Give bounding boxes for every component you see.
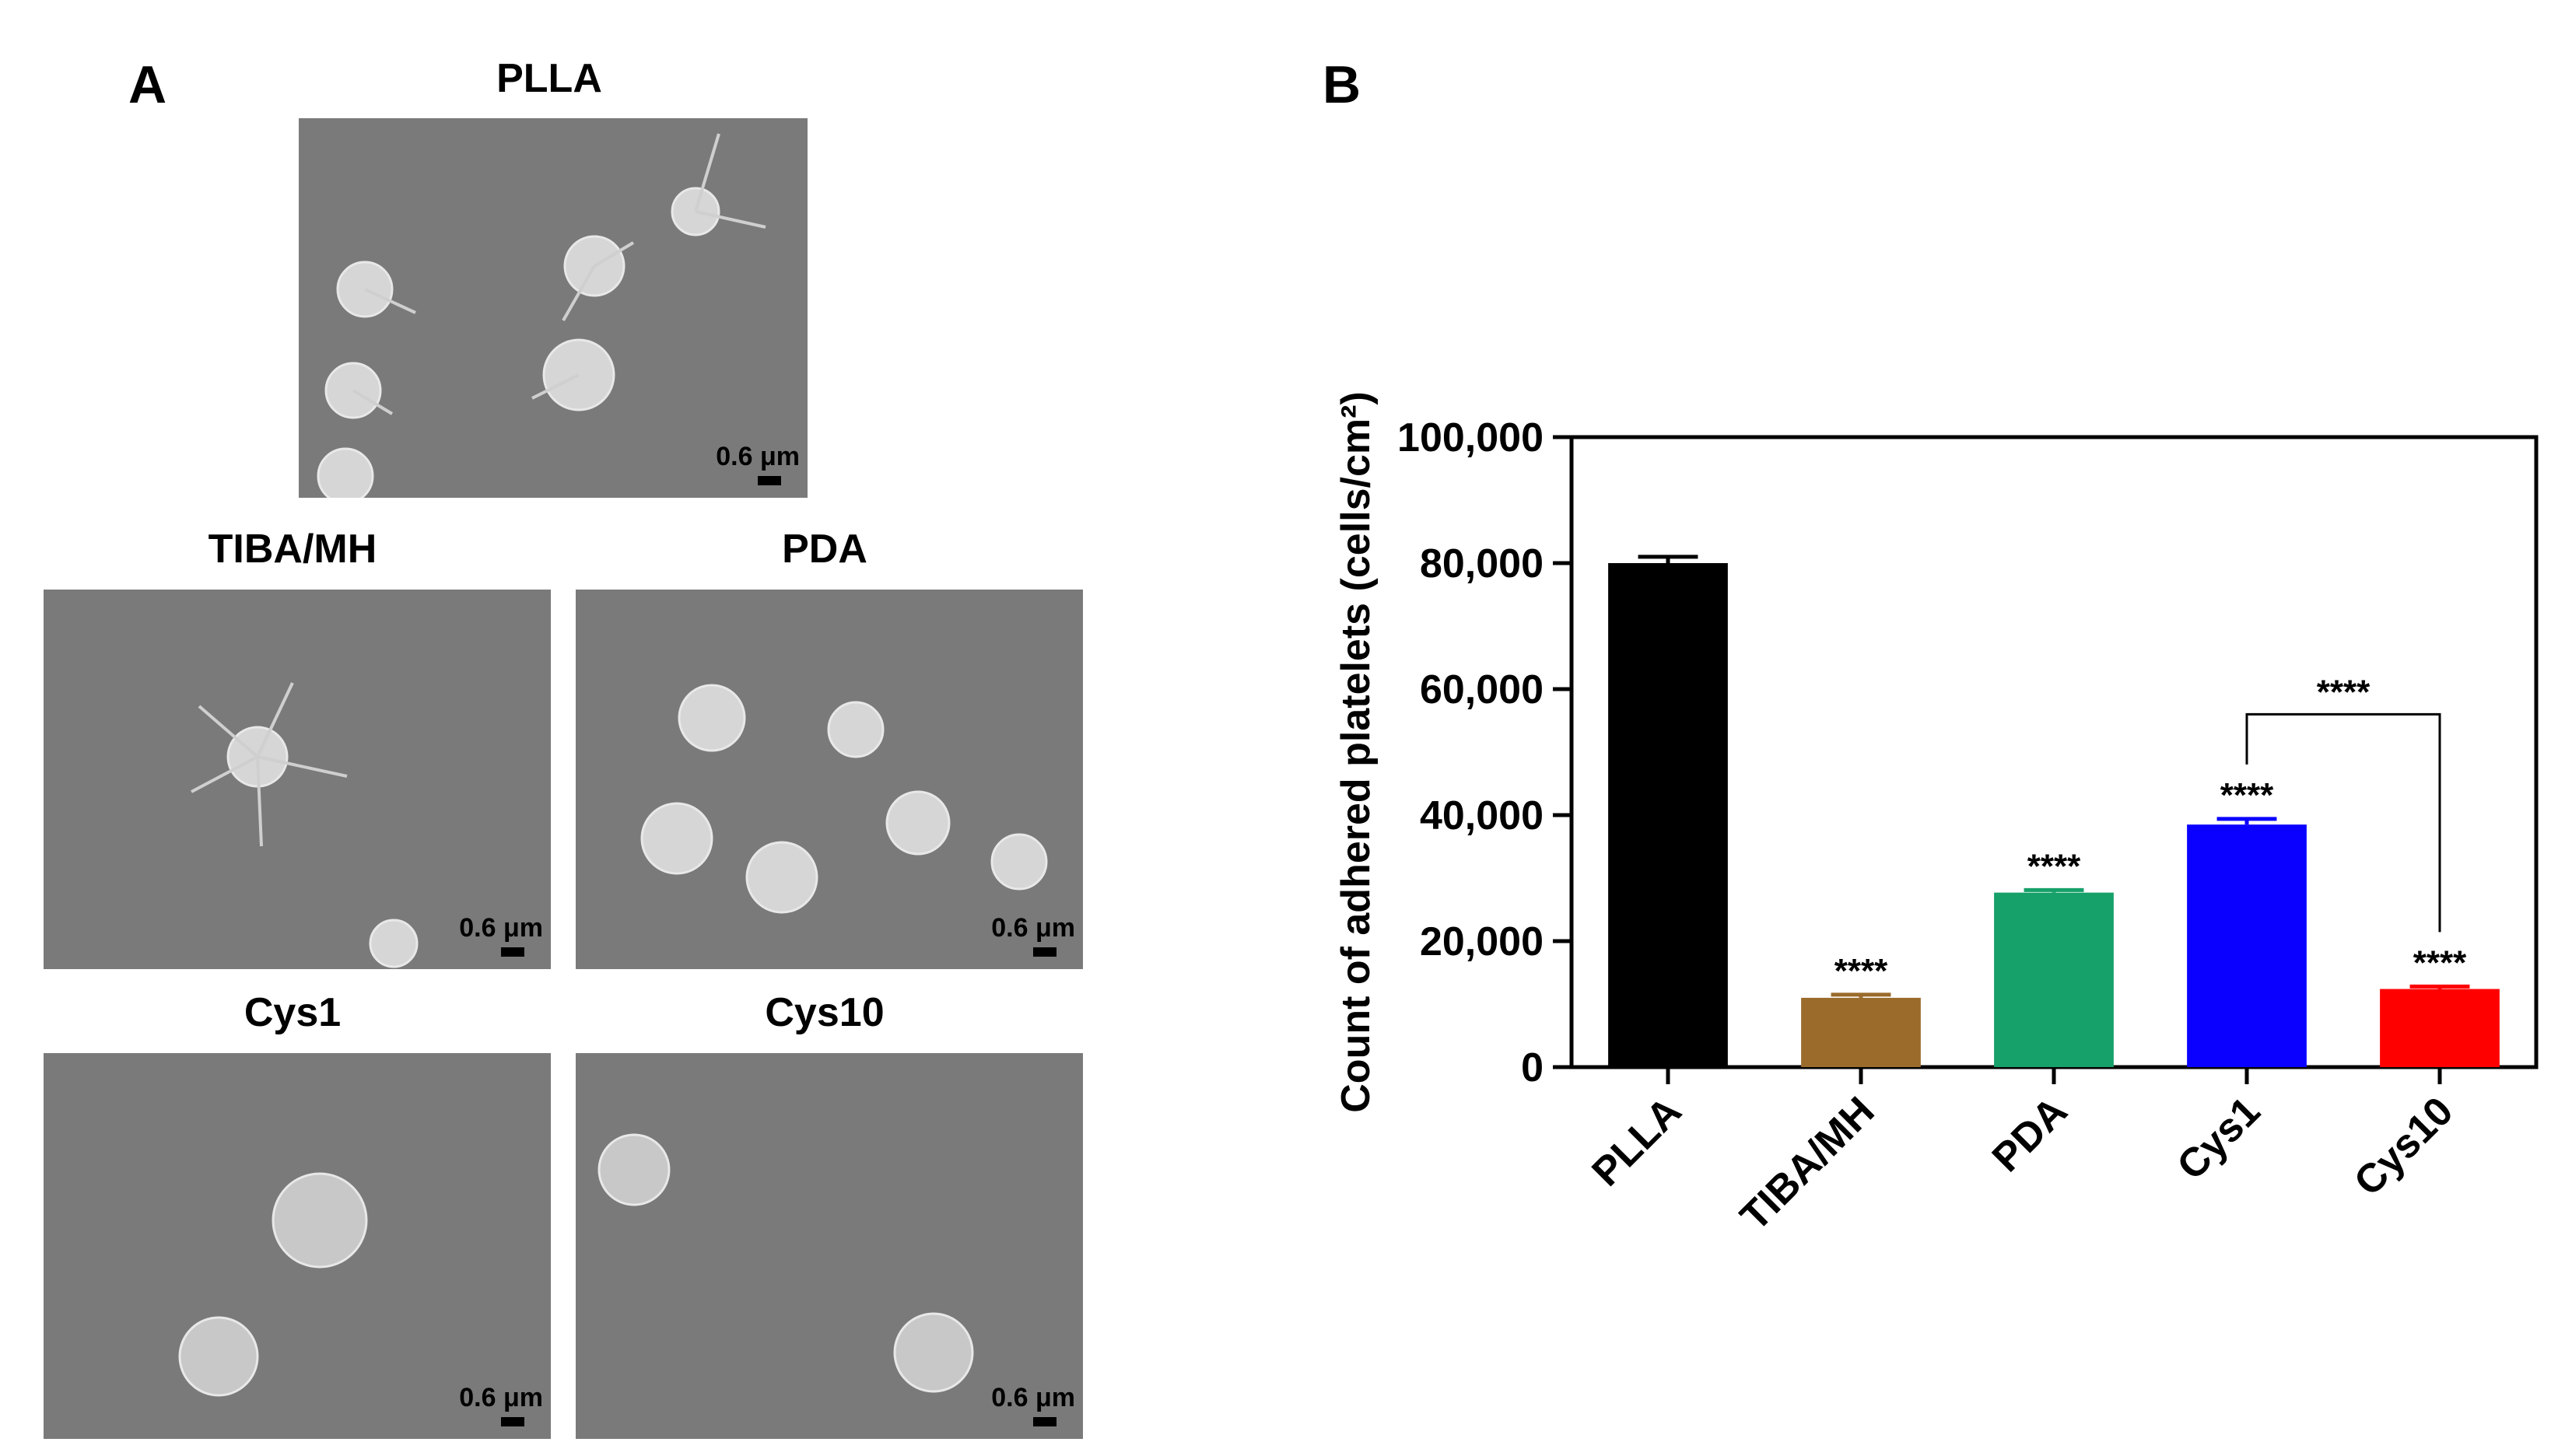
sem-texture — [299, 118, 808, 498]
panel-b-letter: B — [1323, 55, 1361, 114]
sem-title-tiba-mh: TIBA/MH — [208, 527, 377, 572]
sem-title-plla: PLLA — [496, 56, 602, 101]
sem-image-cys1: 0.6 μm — [44, 1053, 551, 1439]
bar-chart: 0 20,000 40,000 60,000 80,000 100,000 Count of… — [1333, 391, 2539, 1240]
y-tick-label: 0 — [1521, 1045, 1544, 1090]
x-tick-label: Cys10 — [2346, 1088, 2462, 1204]
y-tick-label: 60,000 — [1420, 667, 1544, 712]
scale-bar-label: 0.6 μm — [991, 1383, 1075, 1412]
bar — [2380, 989, 2500, 1067]
comparison-bracket — [2245, 712, 2441, 933]
y-tick-label: 20,000 — [1420, 919, 1544, 964]
x-tick-label: TIBA/MH — [1732, 1088, 1883, 1239]
bar — [1994, 892, 2114, 1067]
sem-image-plla: 0.6 μm — [299, 118, 808, 498]
sem-image-tiba-mh: 0.6 μm — [44, 590, 551, 969]
y-tick-label: 80,000 — [1420, 541, 1544, 586]
sem-title-pda: PDA — [782, 527, 867, 572]
sem-texture — [576, 1053, 1083, 1439]
sem-texture — [44, 590, 551, 969]
scale-bar-label: 0.6 μm — [991, 913, 1075, 943]
comparison-label: **** — [2317, 673, 2371, 711]
scale-bar-label: 0.6 μm — [459, 913, 543, 943]
panel-a-letter: A — [128, 55, 167, 114]
x-tick-label: Cys1 — [2169, 1088, 2269, 1188]
bar — [2187, 824, 2307, 1067]
y-tick-label: 100,000 — [1397, 415, 1544, 460]
scale-bar — [1033, 947, 1056, 957]
significance-label: **** — [2220, 776, 2274, 814]
scale-bar — [501, 1417, 524, 1426]
scale-bar — [501, 947, 524, 957]
scale-bar — [1033, 1417, 1056, 1426]
sem-image-cys10: 0.6 μm — [576, 1053, 1083, 1439]
sem-texture — [576, 590, 1083, 969]
significance-label: **** — [2027, 847, 2081, 885]
bar — [1608, 563, 1728, 1067]
bar — [1801, 997, 1921, 1067]
scale-bar-label: 0.6 μm — [716, 442, 800, 471]
y-tick-label: 40,000 — [1420, 793, 1544, 838]
x-tick-label: PLLA — [1583, 1088, 1690, 1195]
y-axis-label: Count of adhered platelets (cells/cm²) — [1333, 391, 1379, 1113]
sem-image-pda: 0.6 μm — [576, 590, 1083, 969]
sem-texture — [44, 1053, 551, 1439]
significance-label: **** — [2413, 943, 2467, 982]
scale-bar-label: 0.6 μm — [459, 1383, 543, 1412]
scale-bar — [758, 476, 781, 485]
significance-label: **** — [1834, 952, 1888, 990]
x-tick-label: PDA — [1984, 1088, 2076, 1181]
sem-title-cys1: Cys1 — [244, 990, 342, 1035]
sem-title-cys10: Cys10 — [765, 990, 885, 1035]
